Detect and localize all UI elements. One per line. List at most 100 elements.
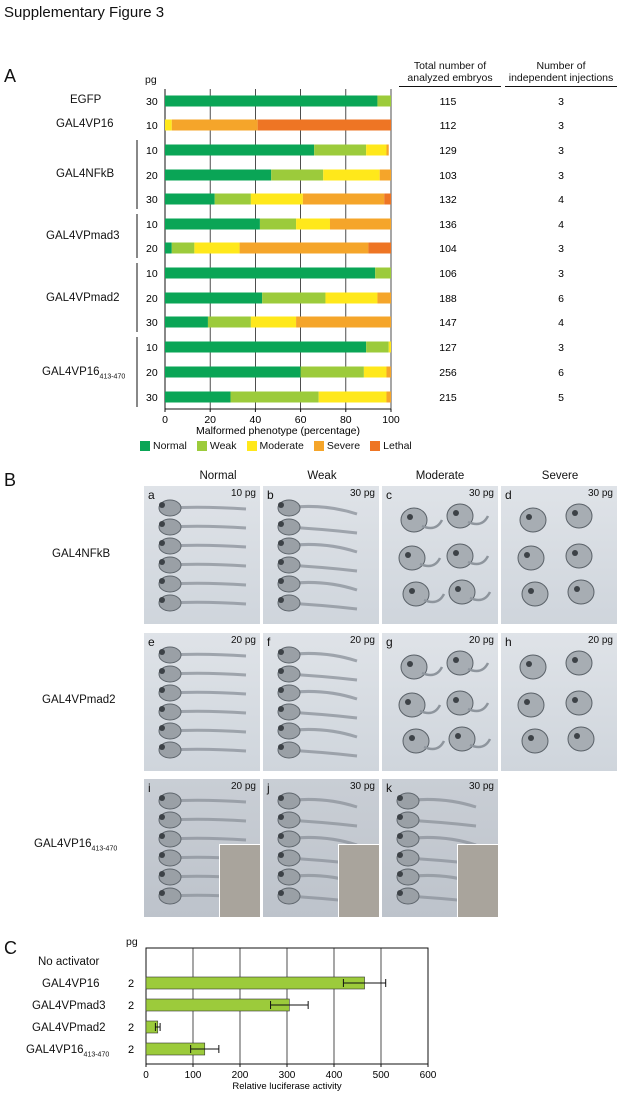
- embryo-eye: [278, 578, 284, 584]
- legend-a: Normal Weak Moderate Severe Lethal: [140, 440, 412, 452]
- dose-label: 10: [146, 145, 158, 157]
- embryo-eye: [278, 852, 284, 858]
- injections-value: 5: [558, 392, 564, 404]
- legend-item-lethal: Lethal: [370, 440, 412, 452]
- c-label-gal4vpmad2: GAL4VPmad2: [32, 1022, 106, 1034]
- bar-segment-severe: [386, 366, 391, 378]
- embryo-photo: [398, 650, 492, 754]
- embryo-eye: [278, 668, 284, 674]
- bar-segment-moderate: [250, 193, 303, 205]
- embryo-tail: [421, 519, 444, 530]
- embryo-tail: [419, 704, 442, 715]
- x-tick-label: 60: [295, 414, 307, 426]
- embryo-inset: [457, 844, 498, 917]
- inject-header: Number of independent injections: [505, 60, 617, 87]
- embryo-panel-d: d 30 pg: [501, 486, 617, 624]
- col-header-severe: Severe: [541, 470, 579, 482]
- embryo-eye: [278, 833, 284, 839]
- x-tick-label: 300: [279, 1070, 296, 1081]
- embryo-panel-j: j 30 pg: [263, 779, 379, 917]
- embryo-malformed-body: [446, 503, 474, 529]
- x-tick-label: 20: [204, 414, 216, 426]
- embryo-panel-label: c: [386, 488, 392, 502]
- c-label-gal4vp16-413: GAL4VP16413-470: [26, 1044, 109, 1058]
- row-label-gal4vpmad2: GAL4VPmad2: [42, 694, 116, 706]
- total-header-line-2: analyzed embryos: [407, 72, 493, 84]
- embryo-eye: [159, 521, 165, 527]
- embryo-tail: [467, 515, 490, 526]
- embryo-malformed-body: [402, 581, 430, 607]
- embryo-tail: [423, 593, 446, 604]
- embryo-panel-b: b 30 pg: [263, 486, 379, 624]
- row-label-gal4vp16-413-name: GAL4VP16: [34, 838, 92, 850]
- bar-segment-normal: [165, 242, 172, 254]
- bar-segment-severe: [171, 119, 258, 131]
- group-label-gal4vp16-413-sub: 413-470: [99, 373, 126, 381]
- embryo-panel-label: e: [148, 635, 155, 649]
- embryo-eye: [159, 814, 165, 820]
- embryo-malformed-body: [565, 650, 593, 676]
- luciferase-bar: [145, 976, 365, 990]
- group-label-gal4vp16: GAL4VP16: [56, 118, 114, 130]
- embryo-eye: [409, 588, 415, 594]
- embryo-tail: [469, 738, 492, 749]
- total-embryos-value: 127: [439, 342, 457, 354]
- embryo-eye: [278, 559, 284, 565]
- row-label-gal4nfkb: GAL4NFkB: [52, 548, 111, 560]
- bar-segment-lethal: [384, 193, 391, 205]
- injections-value: 3: [558, 342, 564, 354]
- embryo-eye: [159, 871, 165, 877]
- legend-label-weak: Weak: [209, 440, 237, 452]
- injections-value: 6: [558, 367, 564, 379]
- embryo-eye: [278, 597, 284, 603]
- embryo-photo: [277, 646, 358, 759]
- embryo-eye: [278, 540, 284, 546]
- bar-segment-normal: [165, 391, 231, 403]
- bar-segment-moderate: [363, 366, 387, 378]
- x-tick-label: 40: [250, 414, 262, 426]
- x-tick-label: 200: [232, 1070, 249, 1081]
- bar-segment-normal: [165, 267, 376, 279]
- embryo-eye: [278, 871, 284, 877]
- luciferase-bar: [145, 998, 290, 1012]
- embryo-malformed-body: [519, 507, 547, 533]
- embryo-eye: [524, 699, 530, 705]
- embryo-malformed-body: [402, 728, 430, 754]
- x-tick-label: 0: [143, 1070, 149, 1081]
- embryo-panel-label: b: [267, 488, 274, 502]
- bar-segment-severe: [239, 242, 369, 254]
- dose-label: 2: [128, 1022, 134, 1034]
- embryo-eye: [453, 510, 459, 516]
- bar-segment-moderate: [325, 292, 378, 304]
- bar-segment-weak: [230, 391, 319, 403]
- embryo-panel-label: g: [386, 635, 393, 649]
- embryo-eye: [278, 687, 284, 693]
- injections-value: 3: [558, 145, 564, 157]
- total-embryos-value: 104: [439, 243, 457, 255]
- bar-segment-normal: [165, 95, 378, 107]
- embryo-eye: [278, 521, 284, 527]
- embryo-eye: [159, 795, 165, 801]
- total-embryos-value: 129: [439, 145, 457, 157]
- c-label-gal4vpmad3: GAL4VPmad3: [32, 1000, 106, 1012]
- legend-swatch-normal: [140, 441, 150, 451]
- embryo-eye: [278, 744, 284, 750]
- dose-label: 2: [128, 1000, 134, 1012]
- embryo-panel-label: f: [267, 635, 271, 649]
- group-label-egfp: EGFP: [70, 94, 102, 106]
- embryo-malformed-body: [446, 650, 474, 676]
- embryo-eye: [574, 586, 580, 592]
- group-label-gal4vp16-413-name: GAL4VP16: [42, 366, 100, 378]
- bar-segment-lethal: [368, 242, 391, 254]
- dose-label: 30: [146, 392, 158, 404]
- figure-title: Supplementary Figure 3: [4, 4, 165, 21]
- embryo-eye: [455, 586, 461, 592]
- embryo-panel-k: k 30 pg: [382, 779, 498, 917]
- embryo-eye: [397, 795, 403, 801]
- phenotype-stacked-bar-chart: 0 20 40 60 80 100 Malformed phenotype (percent…: [136, 89, 564, 437]
- bar-segment-normal: [165, 316, 208, 328]
- embryo-eye: [526, 514, 532, 520]
- embryo-malformed-body: [521, 728, 549, 754]
- group-label-gal4vpmad3: GAL4VPmad3: [46, 230, 120, 242]
- injections-value: 3: [558, 170, 564, 182]
